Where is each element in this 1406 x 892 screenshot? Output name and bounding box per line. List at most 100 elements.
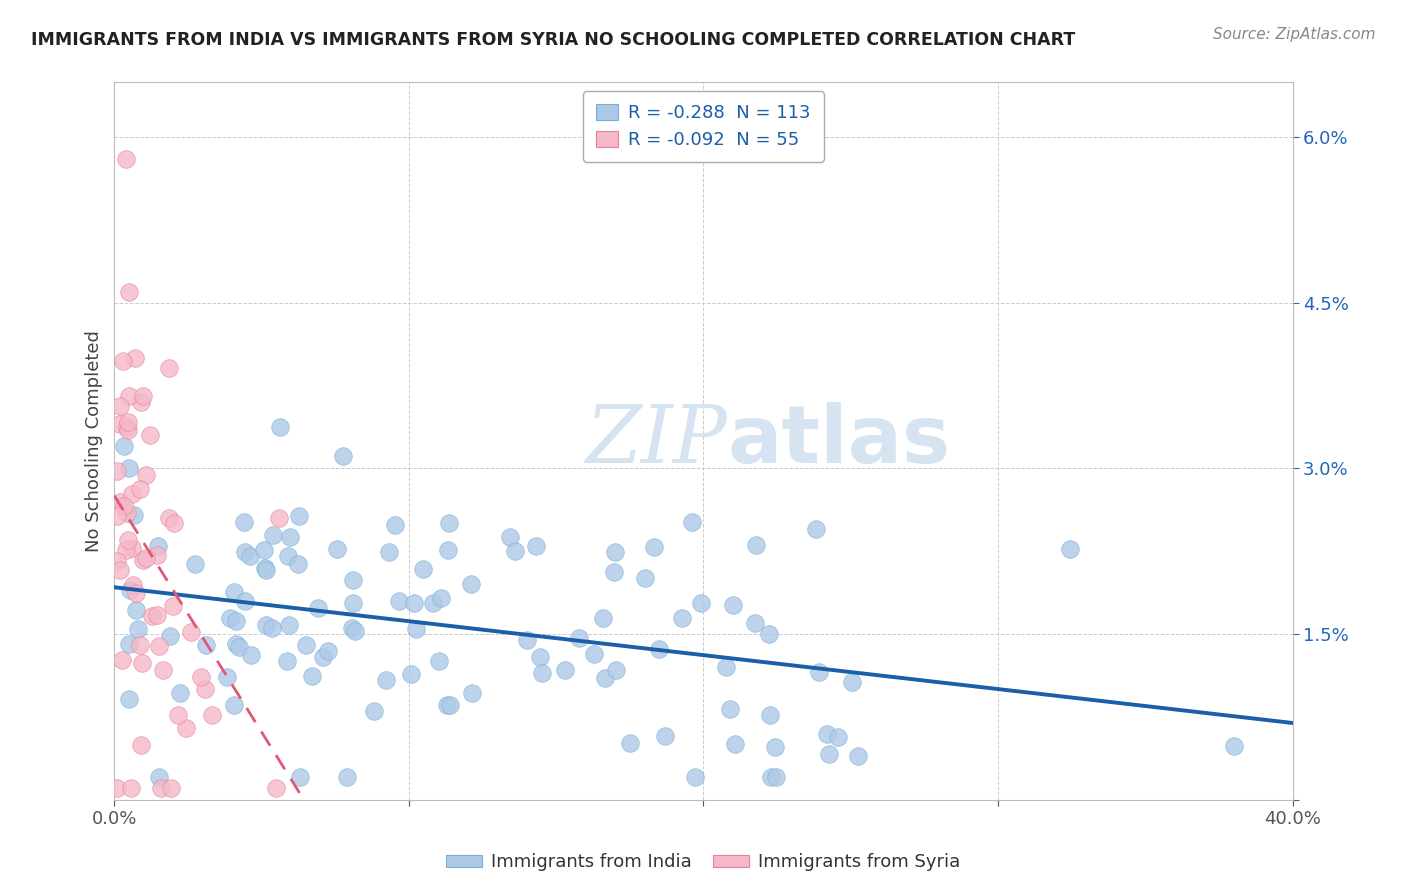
Point	[125, 602, 148, 616]
Point	[254, 560, 277, 574]
Point	[233, 515, 256, 529]
Point	[461, 686, 484, 700]
Point	[190, 669, 212, 683]
Point	[1059, 542, 1081, 557]
Point	[460, 576, 482, 591]
Legend: R = -0.288  N = 113, R = -0.092  N = 55: R = -0.288 N = 113, R = -0.092 N = 55	[583, 91, 824, 161]
Point	[388, 594, 411, 608]
Point	[169, 685, 191, 699]
Point	[295, 638, 318, 652]
Point	[439, 698, 461, 712]
Point	[264, 781, 287, 796]
Point	[499, 531, 522, 545]
Point	[634, 572, 657, 586]
Point	[118, 583, 141, 598]
Point	[516, 632, 538, 647]
Point	[122, 578, 145, 592]
Point	[718, 702, 741, 716]
Point	[744, 615, 766, 630]
Point	[412, 562, 434, 576]
Text: Source: ZipAtlas.com: Source: ZipAtlas.com	[1212, 27, 1375, 42]
Point	[554, 663, 576, 677]
Point	[763, 740, 786, 755]
Point	[135, 468, 157, 483]
Point	[648, 641, 671, 656]
Point	[524, 539, 547, 553]
Point	[806, 522, 828, 536]
Point	[180, 624, 202, 639]
Point	[288, 509, 311, 524]
Point	[437, 543, 460, 558]
Point	[157, 511, 180, 525]
Point	[254, 618, 277, 632]
Point	[568, 632, 591, 646]
Text: ZIP: ZIP	[585, 402, 727, 480]
Point	[253, 543, 276, 558]
Point	[159, 781, 181, 796]
Y-axis label: No Schooling Completed: No Schooling Completed	[86, 330, 103, 551]
Point	[343, 624, 366, 638]
Point	[117, 415, 139, 429]
Text: IMMIGRANTS FROM INDIA VS IMMIGRANTS FROM SYRIA NO SCHOOLING COMPLETED CORRELATIO: IMMIGRANTS FROM INDIA VS IMMIGRANTS FROM…	[31, 31, 1076, 49]
Point	[110, 399, 132, 413]
Point	[745, 537, 768, 551]
Point	[122, 508, 145, 523]
Point	[152, 663, 174, 677]
Point	[118, 285, 141, 299]
Point	[240, 648, 263, 663]
Point	[287, 557, 309, 571]
Point	[110, 495, 132, 509]
Point	[429, 591, 451, 606]
Point	[129, 395, 152, 409]
Point	[135, 550, 157, 565]
Point	[682, 515, 704, 529]
Point	[225, 637, 247, 651]
Point	[115, 419, 138, 434]
Point	[721, 598, 744, 612]
Point	[162, 599, 184, 613]
Point	[233, 545, 256, 559]
Point	[269, 511, 291, 525]
Point	[765, 771, 787, 785]
Point	[141, 609, 163, 624]
Point	[174, 721, 197, 735]
Point	[117, 461, 139, 475]
Point	[194, 638, 217, 652]
Point	[166, 708, 188, 723]
Point	[129, 482, 152, 496]
Point	[405, 622, 427, 636]
Point	[117, 533, 139, 547]
Point	[332, 449, 354, 463]
Point	[129, 738, 152, 752]
Point	[818, 747, 841, 761]
Point	[159, 629, 181, 643]
Point	[335, 771, 357, 785]
Point	[254, 563, 277, 577]
Point	[239, 549, 262, 563]
Point	[602, 565, 624, 579]
Point	[439, 516, 461, 530]
Point	[277, 549, 299, 563]
Point	[815, 727, 838, 741]
Point	[111, 652, 134, 666]
Point	[118, 691, 141, 706]
Point	[105, 464, 128, 478]
Point	[157, 360, 180, 375]
Point	[222, 585, 245, 599]
Point	[228, 640, 250, 655]
Point	[111, 354, 134, 368]
Point	[128, 638, 150, 652]
Text: atlas: atlas	[727, 401, 950, 480]
Point	[841, 675, 863, 690]
Point	[131, 657, 153, 671]
Point	[138, 427, 160, 442]
Point	[326, 542, 349, 557]
Point	[436, 698, 458, 712]
Point	[758, 627, 780, 641]
Point	[262, 527, 284, 541]
Point	[108, 563, 131, 577]
Point	[316, 643, 339, 657]
Point	[288, 771, 311, 785]
Point	[201, 707, 224, 722]
Point	[363, 704, 385, 718]
